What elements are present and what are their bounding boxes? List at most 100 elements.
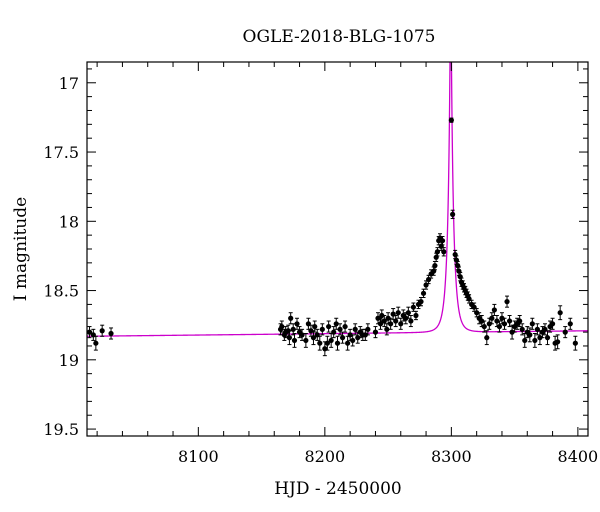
point-marker [384, 326, 390, 332]
point-marker [93, 340, 99, 346]
data-point [506, 314, 513, 328]
point-marker [504, 299, 510, 305]
data-point [328, 332, 334, 348]
data-point [504, 295, 510, 308]
data-point [286, 330, 293, 346]
point-marker [308, 328, 314, 334]
data-point [532, 332, 538, 348]
data-point [572, 335, 578, 351]
point-marker [549, 321, 556, 327]
data-point [377, 317, 384, 330]
data-points [86, 117, 578, 357]
data-point [501, 317, 508, 330]
point-marker [491, 307, 497, 313]
point-marker [418, 299, 424, 305]
point-marker [326, 323, 332, 330]
data-point [381, 314, 387, 328]
point-marker [99, 328, 105, 334]
point-marker [494, 318, 500, 324]
data-point [410, 302, 417, 312]
data-point [108, 327, 114, 340]
data-point [496, 320, 503, 333]
data-point [466, 294, 472, 304]
data-point [522, 332, 528, 348]
data-point [303, 332, 309, 348]
data-point [294, 317, 300, 330]
point-marker [489, 315, 495, 321]
data-point [456, 266, 462, 276]
data-point [423, 280, 429, 290]
point-marker [286, 335, 293, 341]
point-marker [405, 310, 411, 316]
point-marker [439, 238, 446, 244]
data-point [342, 320, 348, 333]
point-marker [398, 321, 404, 327]
data-point [405, 306, 411, 319]
point-marker [420, 290, 427, 296]
point-marker [479, 318, 485, 324]
point-marker [328, 337, 334, 344]
point-marker [312, 323, 318, 330]
point-marker [519, 326, 525, 332]
data-point [562, 326, 568, 339]
point-marker [481, 323, 487, 330]
point-marker [310, 335, 317, 341]
point-marker [403, 315, 409, 321]
point-marker [381, 318, 387, 324]
point-marker [486, 321, 492, 327]
data-point [452, 249, 458, 260]
point-marker [555, 339, 561, 345]
data-point [481, 320, 487, 333]
data-point [312, 320, 318, 333]
data-point [544, 330, 551, 346]
data-point [395, 306, 401, 319]
data-point [438, 241, 444, 251]
point-marker [342, 323, 348, 330]
data-point [99, 324, 105, 337]
point-marker [372, 329, 379, 335]
point-marker [337, 326, 343, 332]
data-point [517, 314, 523, 328]
y-tick-label: 19 [59, 351, 79, 370]
y-tick-label: 19.5 [43, 420, 79, 439]
point-marker [324, 340, 330, 346]
x-tick-label: 8100 [178, 447, 219, 466]
point-marker [562, 329, 568, 335]
point-marker [375, 315, 381, 321]
data-point [555, 334, 561, 350]
point-marker [557, 310, 563, 316]
point-marker [413, 312, 419, 319]
data-point [93, 335, 99, 351]
data-point [557, 305, 563, 321]
data-point [384, 323, 390, 336]
plot-frame [86, 61, 589, 437]
chart-title: OGLE-2018-BLG-1075 [243, 27, 436, 47]
data-point [529, 317, 535, 330]
x-axis-label: HJD - 2450000 [274, 479, 402, 499]
point-marker [499, 315, 505, 321]
data-point [439, 236, 446, 246]
point-marker [377, 321, 384, 327]
data-point [420, 288, 427, 298]
data-point [432, 260, 438, 271]
data-point [549, 317, 556, 330]
data-point [489, 312, 495, 325]
data-point [324, 335, 330, 351]
data-point [279, 320, 285, 333]
tick-labels: 8100 8200 8300 8400 17 17.5 18 18.5 19 19.5 [43, 74, 598, 466]
data-point [450, 209, 456, 220]
point-marker [572, 340, 578, 346]
point-marker [303, 337, 309, 344]
data-point [519, 323, 525, 336]
point-marker [347, 332, 353, 338]
data-point [527, 327, 533, 343]
data-point [385, 312, 391, 325]
y-tick-label: 18 [59, 212, 79, 231]
point-marker [532, 337, 538, 344]
x-tick-label: 8300 [431, 447, 472, 466]
point-marker [339, 335, 346, 341]
point-marker [509, 329, 515, 335]
data-point [457, 272, 463, 282]
point-marker [385, 315, 391, 321]
